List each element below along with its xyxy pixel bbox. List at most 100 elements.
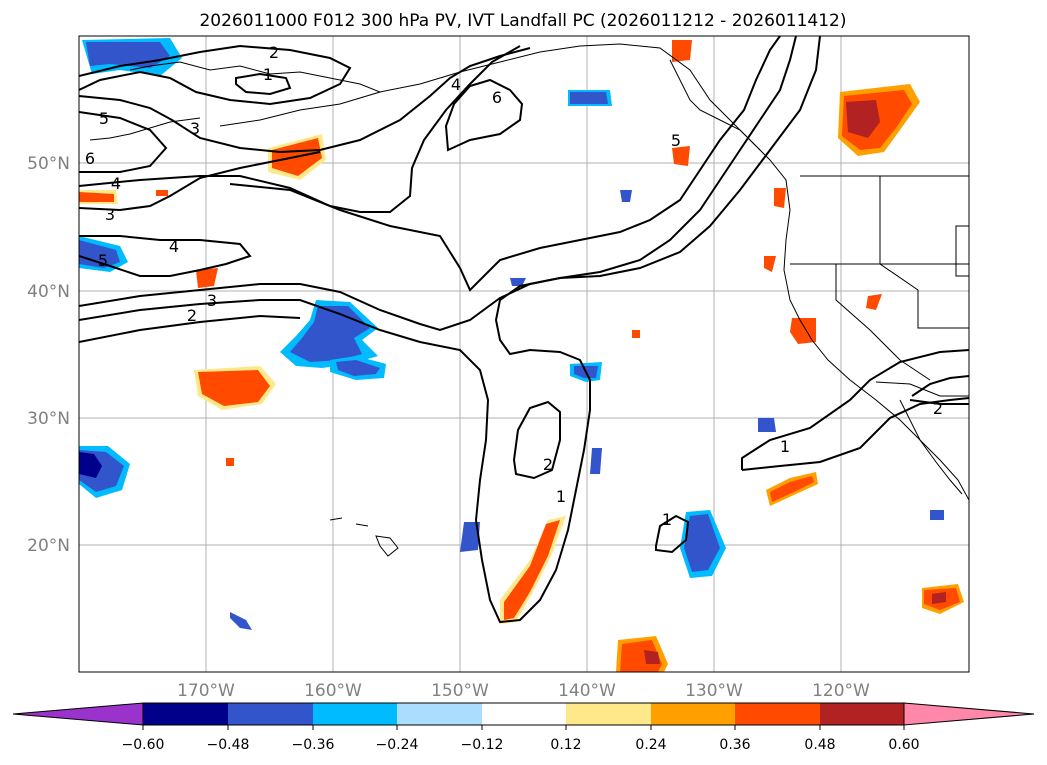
contour-5-trough: [79, 235, 252, 277]
neg-blob-158w-core: [336, 360, 380, 376]
colorbar-swatch: [313, 703, 397, 725]
lat-label: 50°N: [27, 154, 70, 174]
contour-label: 1: [780, 437, 790, 456]
border-states-4: [955, 225, 969, 277]
lat-label: 30°N: [27, 409, 70, 429]
pos-blob-coast-or: [764, 256, 776, 272]
pos-blob-168w: [196, 268, 218, 288]
colorbar-tick-label: 0.12: [550, 737, 581, 753]
contour-2-south: [79, 36, 821, 624]
figure-title: 2026011000 F012 300 hPa PV, IVT Landfall…: [199, 11, 846, 31]
contour-label: 4: [111, 174, 121, 193]
contour-3-west: [79, 151, 321, 212]
contour-label: 6: [492, 88, 502, 107]
contour-labels: 2 1 4 6 5 3 6 4 3 4 5 3 2 2 1 1 5 1 2: [85, 43, 943, 529]
colorbar-swatch: [735, 703, 820, 725]
contour-label: 3: [190, 119, 200, 138]
colorbar-extend-left: [12, 702, 144, 726]
contour-label: 5: [99, 109, 109, 128]
contour-label: 6: [85, 149, 95, 168]
map-panel: 2 1 4 6 5 3 6 4 3 4 5 3 2 2 1 1 5 1 2: [79, 36, 969, 672]
pos-blob-125w-core: [770, 476, 814, 502]
pos-blob-ak-south: [672, 40, 692, 62]
pos-blob-bc: [672, 146, 690, 166]
colorbar-tick-label: −0.60: [122, 737, 165, 753]
contour-6-ridge: [444, 78, 524, 152]
contour-label: 2: [543, 455, 553, 474]
hawaii-islands: [329, 517, 399, 557]
pos-blob-w-core: [79, 192, 114, 202]
colorbar-frame: [142, 702, 905, 726]
contour-label: 2: [187, 306, 197, 325]
pos-blob-170w-core: [198, 370, 270, 406]
neg-blob-129w-core: [684, 514, 720, 572]
colorbar-swatch: [651, 703, 735, 725]
colorbar-tick-label: −0.48: [207, 737, 250, 753]
coastline-gulf-alaska: [379, 43, 969, 501]
contour-label: 5: [671, 131, 681, 150]
colorbar-tick-label: −0.24: [376, 737, 419, 753]
colorbar-tick-label: 0.24: [635, 737, 666, 753]
contour-4-trough: [229, 36, 781, 292]
lat-label: 40°N: [27, 282, 70, 302]
map-frame: [78, 35, 970, 673]
colorbar: −0.60 −0.48 −0.36 −0.24 −0.12 0.12 0.24 …: [12, 702, 1035, 753]
colorbar-swatch: [566, 703, 651, 725]
pos-blob-nv: [866, 294, 882, 310]
colorbar-tick-label: 0.36: [719, 737, 750, 753]
lon-label: 170°W: [177, 681, 235, 701]
baja-coast: [899, 399, 963, 495]
neg-blob-sw-dark: [79, 452, 102, 478]
contour-label: 4: [451, 75, 461, 94]
contour-1-se: [741, 349, 969, 470]
neg-blob-137w-core: [570, 92, 608, 104]
colorbar-extend-right: [903, 702, 1035, 726]
lon-label: 150°W: [431, 681, 489, 701]
pos-blob-tail-core: [504, 520, 560, 620]
colorbar-swatch: [482, 703, 566, 725]
contour-label: 1: [263, 65, 273, 84]
lat-label: 20°N: [27, 536, 70, 556]
pos-blob-coast-ca: [790, 318, 816, 344]
neg-blob-coast: [758, 418, 776, 432]
contour-label: 5: [98, 251, 108, 270]
lon-labels: 170°W 160°W 150°W 140°W 130°W 120°W: [177, 681, 870, 701]
coastline-bc-islands: [669, 59, 761, 151]
contour-5-west: [79, 111, 168, 173]
lon-label: 120°W: [812, 681, 870, 701]
negative-anomaly-regions: [79, 38, 944, 630]
border-states-2: [879, 176, 969, 329]
colorbar-swatch: [820, 703, 904, 725]
neg-blob-160w-core: [290, 306, 370, 362]
contour-2-se: [909, 375, 969, 405]
contour-4-west-north: [79, 47, 531, 154]
contour-1-cutoff: [655, 514, 690, 554]
pos-blob-tiny1: [632, 330, 640, 338]
neg-blob-small: [620, 190, 632, 202]
pos-blob-se-land-dark: [932, 592, 946, 604]
contour-label: 3: [207, 291, 217, 310]
contour-1-south-outer: [79, 314, 301, 343]
neg-blob-se: [930, 510, 944, 520]
coastlines: [89, 43, 969, 557]
colorbar-swatch: [228, 703, 313, 725]
pos-blob-tiny3: [156, 190, 168, 196]
contour-label: 1: [662, 510, 672, 529]
contour-1-north: [235, 72, 292, 96]
contour-1-se-lower: [741, 397, 969, 471]
contour-4-mid: [79, 45, 521, 213]
lon-label: 130°W: [685, 681, 743, 701]
colorbar-tick-label: −0.36: [292, 737, 335, 753]
contour-label: 2: [933, 399, 943, 418]
contour-label: 4: [169, 237, 179, 256]
colorbar-tick-labels: −0.60 −0.48 −0.36 −0.24 −0.12 0.12 0.24 …: [122, 737, 920, 753]
lon-label: 140°W: [558, 681, 616, 701]
neg-blob-w-core: [79, 240, 120, 268]
neg-blob-149w: [460, 522, 480, 552]
colorbar-tick-label: 0.48: [804, 737, 835, 753]
contour-label: 3: [105, 205, 115, 224]
lon-label: 160°W: [304, 681, 362, 701]
colorbar-swatch: [143, 703, 228, 725]
neg-blob-168w: [230, 612, 252, 630]
